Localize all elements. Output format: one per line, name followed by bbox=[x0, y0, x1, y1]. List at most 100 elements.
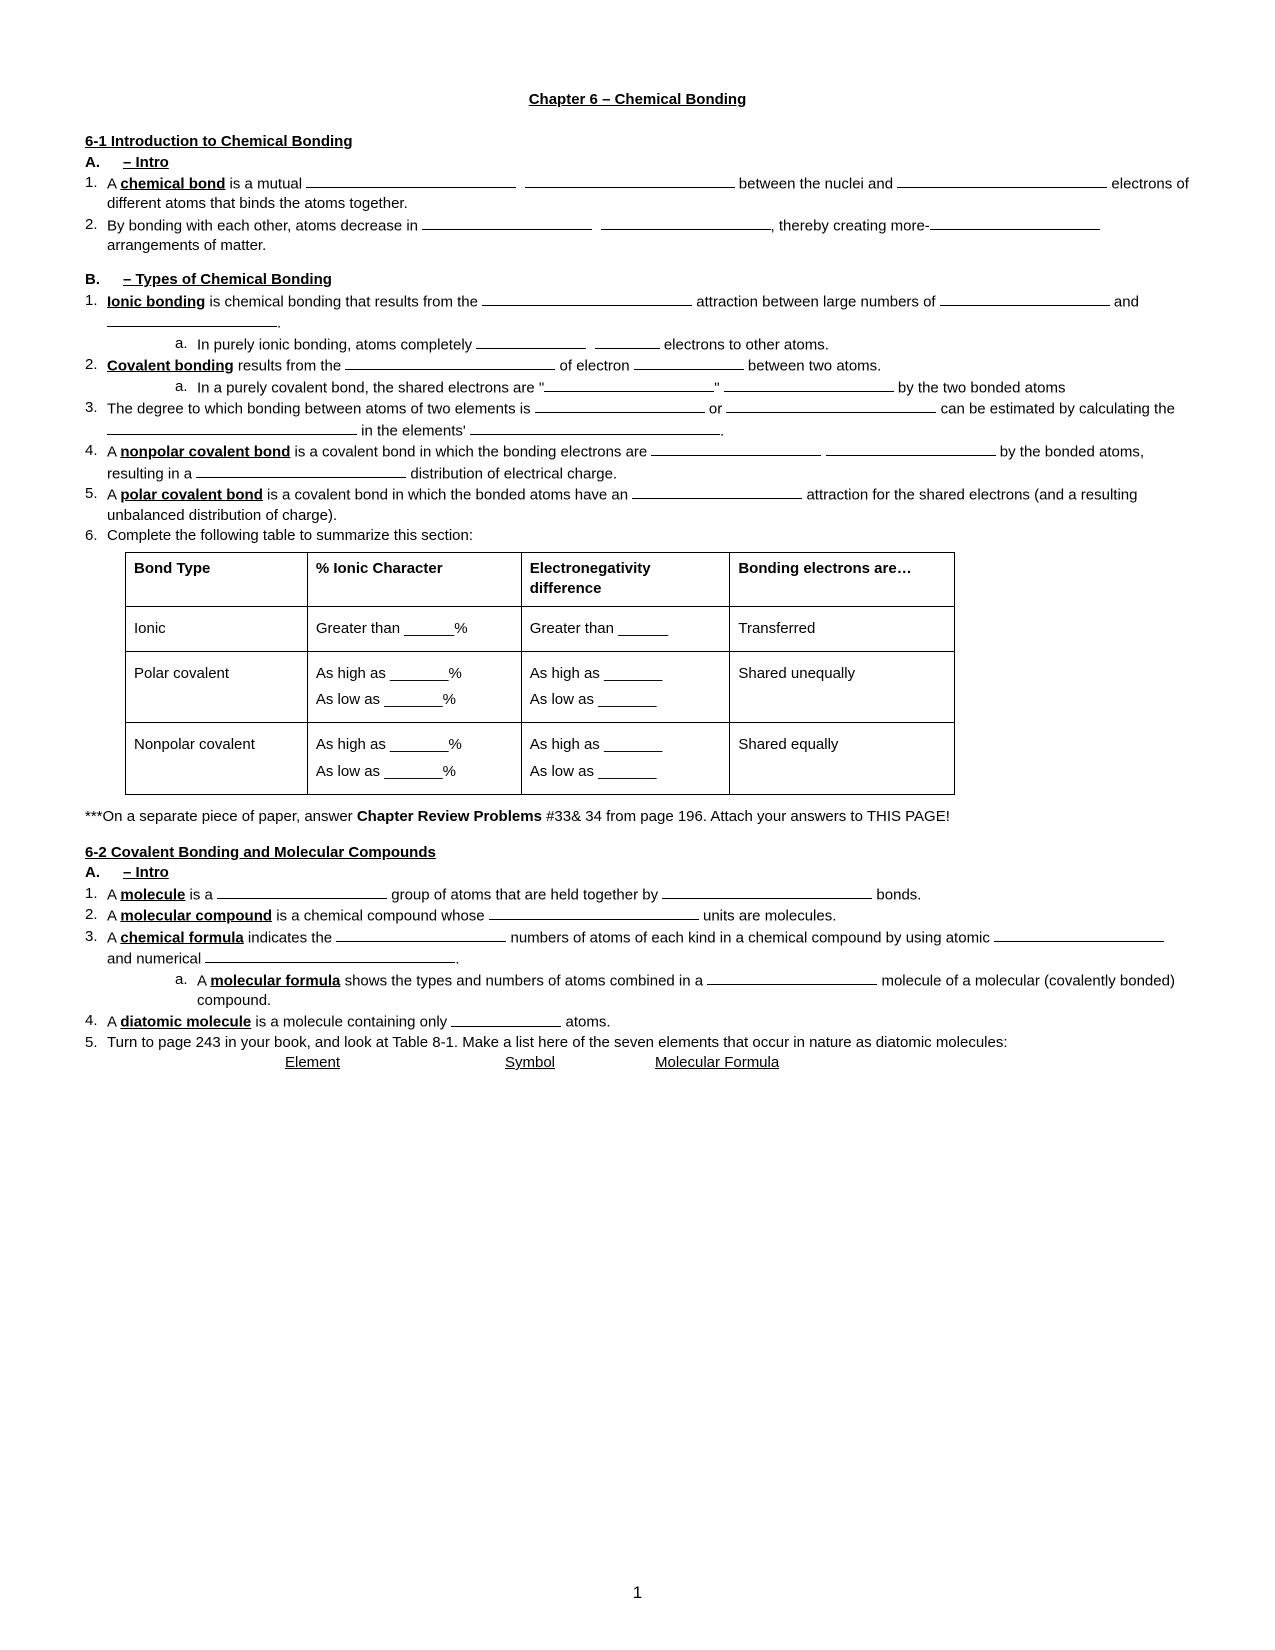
text: and bbox=[1110, 293, 1139, 310]
blank bbox=[345, 355, 555, 370]
page-number: 1 bbox=[0, 1582, 1275, 1605]
blank bbox=[476, 334, 586, 349]
worksheet-page: Chapter 6 – Chemical Bonding 6-1 Introdu… bbox=[0, 0, 1275, 1650]
blank bbox=[724, 377, 894, 392]
item-text: A molecule is a group of atoms that are … bbox=[107, 884, 1190, 906]
term-chemical-formula: chemical formula bbox=[120, 929, 243, 946]
blank bbox=[489, 905, 699, 920]
text: is a mutual bbox=[225, 175, 306, 192]
item-text: Covalent bonding results from the of ele… bbox=[107, 355, 1190, 377]
text: atoms. bbox=[561, 1014, 610, 1031]
label-A: A. bbox=[85, 153, 107, 173]
text: attraction between large numbers of bbox=[692, 293, 940, 310]
text: In purely ionic bonding, atoms completel… bbox=[197, 336, 476, 353]
cell-electrons: Shared equally bbox=[730, 723, 955, 795]
bond-summary-table: Bond Type % Ionic Character Electronegat… bbox=[125, 552, 955, 795]
blank bbox=[205, 948, 455, 963]
item-A1: 1. A chemical bond is a mutual between t… bbox=[85, 173, 1190, 215]
blank bbox=[595, 334, 660, 349]
col-element: Element bbox=[285, 1053, 505, 1073]
item-62A1: 1. A molecule is a group of atoms that a… bbox=[85, 884, 1190, 906]
blank bbox=[897, 173, 1107, 188]
blank bbox=[940, 291, 1110, 306]
blank bbox=[707, 970, 877, 985]
item-text: A nonpolar covalent bond is a covalent b… bbox=[107, 441, 1190, 484]
text: shows the types and numbers of atoms com… bbox=[340, 972, 707, 989]
text: is a molecule containing only bbox=[251, 1014, 451, 1031]
blank bbox=[451, 1011, 561, 1026]
text: By bonding with each other, atoms decrea… bbox=[107, 217, 422, 234]
text: #33& 34 from page 196. Attach your answe… bbox=[542, 808, 950, 825]
item-text: Ionic bonding is chemical bonding that r… bbox=[107, 291, 1190, 334]
th-ionic-char: % Ionic Character bbox=[307, 553, 521, 607]
th-bond-type: Bond Type bbox=[126, 553, 308, 607]
blank bbox=[930, 215, 1100, 230]
sub-label: a. bbox=[175, 970, 197, 1012]
th-en-diff: Electronegativity difference bbox=[521, 553, 730, 607]
term-diatomic-molecule: diatomic molecule bbox=[120, 1014, 251, 1031]
diatomic-header-row: Element Symbol Molecular Formula bbox=[285, 1053, 1190, 1073]
num-label: 1. bbox=[85, 884, 107, 906]
text: A bbox=[107, 929, 120, 946]
cell-en-diff: As high as _______As low as _______ bbox=[521, 723, 730, 795]
term-chemical-bond: chemical bond bbox=[120, 175, 225, 192]
num-label: 5. bbox=[85, 1033, 107, 1053]
text: A bbox=[107, 1014, 120, 1031]
item-B6: 6. Complete the following table to summa… bbox=[85, 526, 1190, 546]
item-text: A chemical formula indicates the numbers… bbox=[107, 927, 1190, 970]
text: is a covalent bond in which the bonded a… bbox=[263, 486, 632, 503]
text: . bbox=[720, 422, 724, 439]
text: results from the bbox=[234, 357, 346, 374]
blank bbox=[217, 884, 387, 899]
table-row: Nonpolar covalentAs high as _______%As l… bbox=[126, 723, 955, 795]
table-body: IonicGreater than ______%Greater than __… bbox=[126, 606, 955, 794]
num-label: 3. bbox=[85, 927, 107, 970]
text: ***On a separate piece of paper, answer bbox=[85, 808, 357, 825]
blank bbox=[107, 420, 357, 435]
text: is a chemical compound whose bbox=[272, 907, 489, 924]
blank bbox=[651, 441, 821, 456]
term-nonpolar-covalent: nonpolar covalent bond bbox=[120, 443, 290, 460]
item-B1a: a. In purely ionic bonding, atoms comple… bbox=[175, 334, 1190, 356]
text: distribution of electrical charge. bbox=[406, 465, 617, 482]
cell-bond-type: Polar covalent bbox=[126, 651, 308, 723]
num-label: 4. bbox=[85, 441, 107, 484]
blank bbox=[107, 312, 277, 327]
item-A2: 2. By bonding with each other, atoms dec… bbox=[85, 215, 1190, 257]
cell-electrons: Shared unequally bbox=[730, 651, 955, 723]
blank bbox=[544, 377, 714, 392]
text: A bbox=[107, 175, 120, 192]
text: units are molecules. bbox=[699, 907, 837, 924]
blank bbox=[535, 398, 705, 413]
text: A bbox=[107, 486, 120, 503]
item-B5: 5. A polar covalent bond is a covalent b… bbox=[85, 484, 1190, 526]
term-covalent-bonding: Covalent bonding bbox=[107, 357, 234, 374]
num-label: 2. bbox=[85, 215, 107, 257]
cell-ionic-char: Greater than ______% bbox=[307, 606, 521, 651]
text: electrons to other atoms. bbox=[660, 336, 829, 353]
table-head: Bond Type % Ionic Character Electronegat… bbox=[126, 553, 955, 607]
item-text: A polar covalent bond is a covalent bond… bbox=[107, 484, 1190, 526]
blank bbox=[634, 355, 744, 370]
term-ionic-bonding: Ionic bonding bbox=[107, 293, 205, 310]
num-label: 5. bbox=[85, 484, 107, 526]
th-electrons: Bonding electrons are… bbox=[730, 553, 955, 607]
blank bbox=[632, 484, 802, 499]
text: and numerical bbox=[107, 950, 205, 967]
chapter-review-note: ***On a separate piece of paper, answer … bbox=[85, 807, 1190, 827]
section-B-header: B. – Types of Chemical Bonding bbox=[85, 270, 1190, 290]
item-62A4: 4. A diatomic molecule is a molecule con… bbox=[85, 1011, 1190, 1033]
text: is a bbox=[185, 886, 217, 903]
blank bbox=[196, 463, 406, 478]
item-62A2: 2. A molecular compound is a chemical co… bbox=[85, 905, 1190, 927]
text: between the nuclei and bbox=[735, 175, 898, 192]
col-molecular-formula: Molecular Formula bbox=[655, 1053, 855, 1073]
item-62A3a: a. A molecular formula shows the types a… bbox=[175, 970, 1190, 1012]
item-text: A diatomic molecule is a molecule contai… bbox=[107, 1011, 1190, 1033]
blank bbox=[994, 927, 1164, 942]
blank bbox=[306, 173, 516, 188]
cell-ionic-char: As high as _______%As low as _______% bbox=[307, 723, 521, 795]
num-label: 2. bbox=[85, 905, 107, 927]
num-label: 1. bbox=[85, 173, 107, 215]
item-text: A molecular compound is a chemical compo… bbox=[107, 905, 1190, 927]
